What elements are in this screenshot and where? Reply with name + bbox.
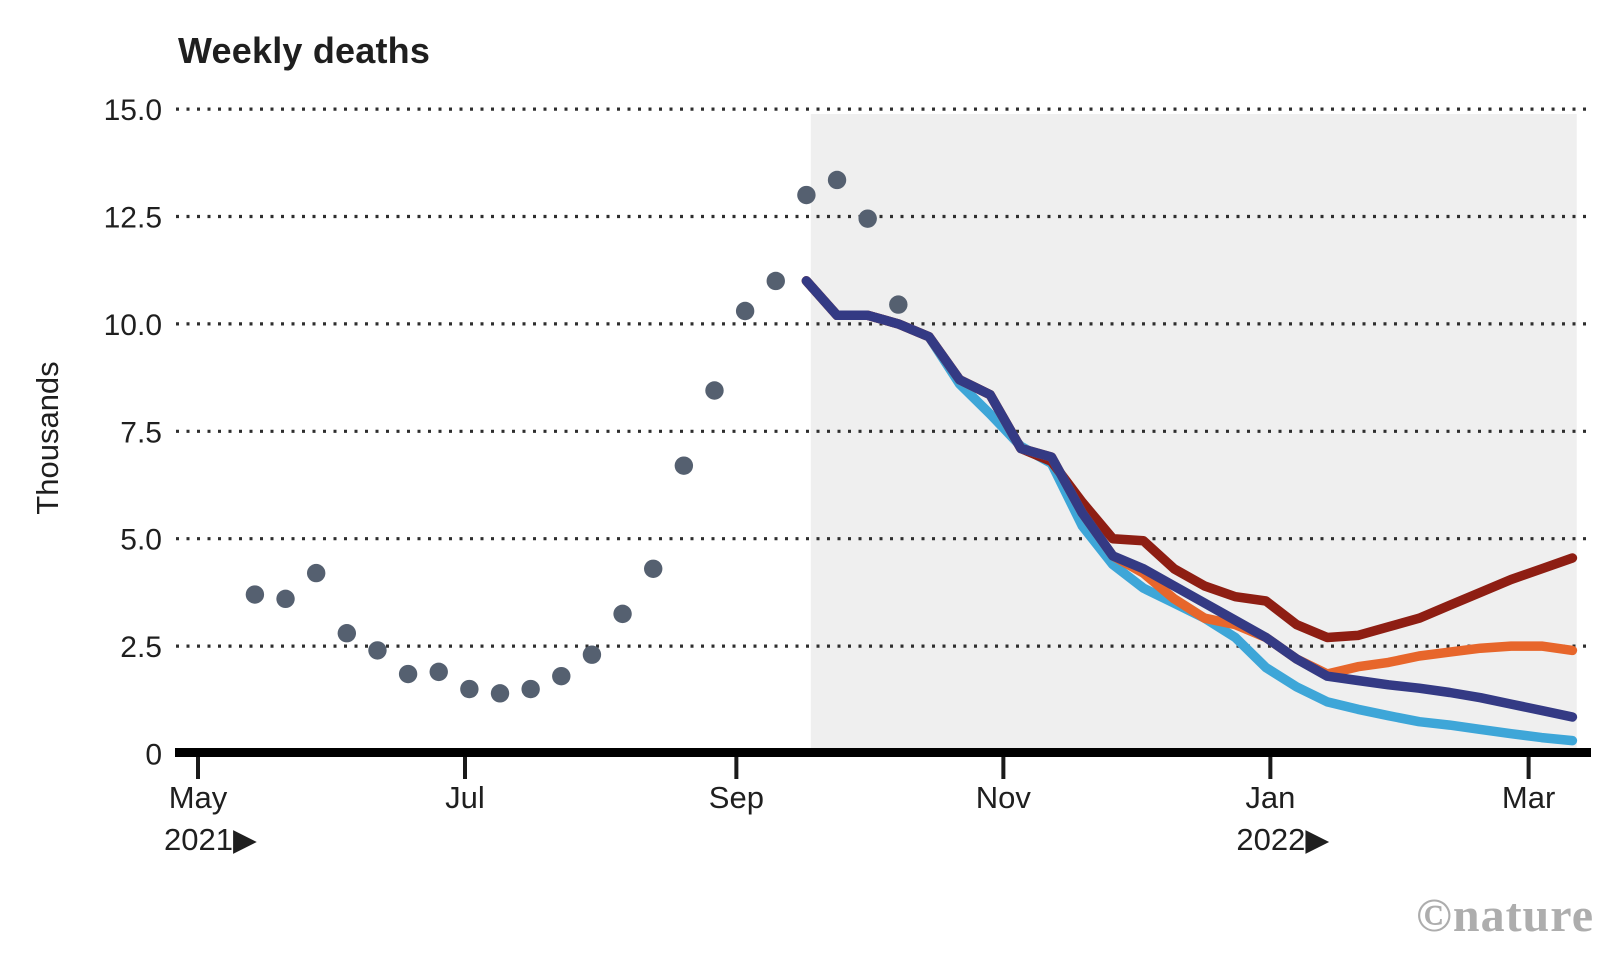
x-tick-label-May: May [169, 780, 228, 815]
y-axis-title: Thousands [30, 361, 65, 515]
observed-dot [705, 381, 724, 400]
observed-dot [245, 585, 265, 604]
x-tick-May [196, 757, 200, 779]
x-tick-Jan [1268, 757, 1273, 779]
year-label-2022: 2022▶ [1236, 822, 1329, 857]
x-tick-label-Jan: Jan [1245, 780, 1295, 815]
x-axis-line [175, 748, 1591, 757]
y-tick-label-2.5: 2.5 [120, 631, 162, 664]
x-tick-Mar [1526, 757, 1531, 779]
observed-dot [337, 624, 357, 643]
observed-dot [490, 684, 510, 703]
observed-dot [429, 662, 448, 682]
observed-dot [644, 559, 663, 578]
observed-dot [766, 271, 785, 291]
y-tick-label-7.5: 7.5 [120, 416, 162, 449]
observed-dot [460, 679, 479, 699]
nature-watermark: ©nature [1416, 889, 1594, 942]
observed-dot [552, 666, 571, 686]
y-tick-label-12.5: 12.5 [104, 202, 162, 235]
projection-line-scenario-navy [801, 276, 1578, 722]
x-tick-Jul [462, 757, 467, 779]
observed-dot [398, 664, 418, 684]
observed-dot [613, 604, 632, 624]
observed-dot [582, 645, 602, 664]
x-tick-label-Nov: Nov [976, 780, 1032, 815]
observed-dot [889, 295, 908, 314]
observed-dot [797, 185, 816, 205]
x-tick-label-Mar: Mar [1502, 780, 1555, 815]
observed-dot [521, 679, 540, 699]
observed-dot [276, 589, 295, 609]
x-tick-Sep [734, 757, 739, 779]
x-tick-Nov [1001, 757, 1006, 779]
observed-dot [735, 301, 755, 321]
y-tick-label-15.0: 15.0 [104, 94, 162, 127]
y-tick-label-10.0: 10.0 [104, 309, 162, 342]
y-tick-label-5.0: 5.0 [120, 524, 162, 557]
observed-dot [858, 209, 877, 228]
observed-dot [368, 641, 387, 660]
year-label-2021: 2021▶ [164, 822, 257, 857]
observed-dot [306, 563, 326, 583]
observed-dot [674, 456, 694, 475]
observed-dot [827, 170, 847, 190]
chart-title: Weekly deaths [178, 30, 431, 71]
x-tick-label-Jul: Jul [445, 780, 485, 815]
y-tick-label-0: 0 [145, 739, 162, 772]
x-tick-label-Sep: Sep [709, 780, 764, 815]
